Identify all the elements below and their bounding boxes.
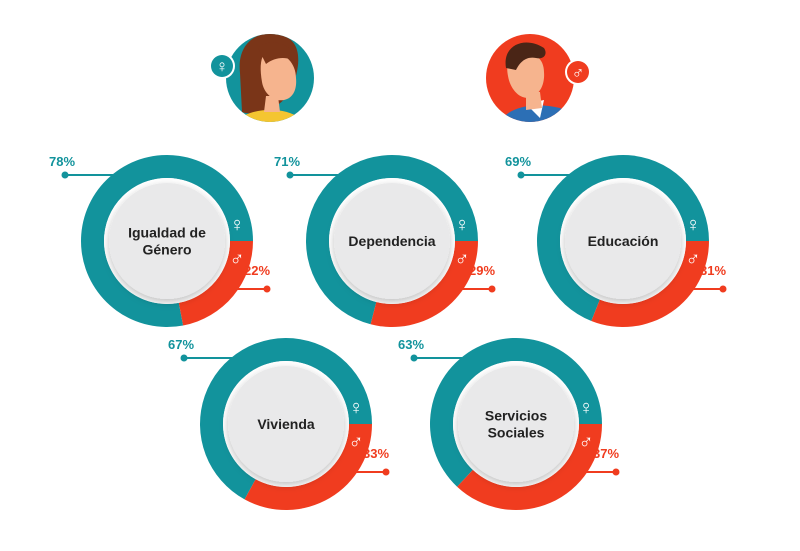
female-leader-dot: [410, 354, 418, 362]
donut-center-label: Dependencia: [348, 233, 435, 249]
mars-symbol-icon: ♂: [686, 248, 701, 270]
donut-center-label: Sociales: [488, 425, 545, 441]
male-segment: [457, 424, 602, 511]
male-leader-dot: [612, 468, 620, 476]
donut-center: [334, 183, 450, 299]
woman-avatar-icon: ♀: [209, 28, 320, 128]
venus-symbol-icon: ♀: [230, 214, 245, 236]
venus-symbol-icon: ♀: [579, 397, 594, 419]
female-leader-dot: [517, 171, 525, 179]
male-segment: [370, 241, 478, 327]
male-leader-dot: [263, 285, 271, 293]
mars-symbol-icon: ♂: [455, 248, 470, 270]
male-segment: [591, 241, 709, 327]
donut-center: [565, 183, 681, 299]
male-leader-dot: [382, 468, 390, 476]
male-percent-label: 37%: [593, 446, 619, 461]
venus-symbol-icon: ♀: [686, 214, 701, 236]
male-segment: [178, 241, 253, 326]
mars-symbol-icon: ♂: [349, 431, 364, 453]
female-percent-label: 63%: [398, 337, 424, 352]
mars-symbol-icon: ♂: [572, 63, 585, 82]
donut-center-label: Género: [142, 242, 191, 258]
donut-chart: Vivienda ♀ ♂ 67% 33%: [168, 337, 390, 510]
female-leader-dot: [61, 171, 69, 179]
mars-symbol-icon: ♂: [230, 248, 245, 270]
male-percent-label: 29%: [469, 263, 495, 278]
male-percent-label: 33%: [363, 446, 389, 461]
donut-center: [228, 366, 344, 482]
female-leader-dot: [180, 354, 188, 362]
female-percent-label: 78%: [49, 154, 75, 169]
mars-symbol-icon: ♂: [579, 431, 594, 453]
donut-center: [458, 366, 574, 482]
female-percent-label: 69%: [505, 154, 531, 169]
male-leader-dot: [488, 285, 496, 293]
female-leader-dot: [286, 171, 294, 179]
donut-center-label: Servicios: [485, 408, 547, 424]
male-percent-label: 31%: [700, 263, 726, 278]
male-segment: [244, 424, 372, 510]
donut-center-label: Educación: [588, 233, 659, 249]
venus-symbol-icon: ♀: [349, 397, 364, 419]
donut-chart: Educación ♀ ♂ 69% 31%: [505, 154, 727, 327]
donut-chart: Dependencia ♀ ♂ 71% 29%: [274, 154, 496, 327]
donut-center-label: Igualdad de: [128, 225, 206, 241]
male-leader-dot: [719, 285, 727, 293]
man-avatar-icon: ♂: [480, 28, 591, 128]
female-percent-label: 71%: [274, 154, 300, 169]
female-segment: [430, 338, 602, 487]
donut-center-label: Vivienda: [257, 416, 315, 432]
male-percent-label: 22%: [244, 263, 270, 278]
female-percent-label: 67%: [168, 337, 194, 352]
venus-symbol-icon: ♀: [455, 214, 470, 236]
donut-center: [109, 183, 225, 299]
venus-symbol-icon: ♀: [216, 57, 229, 76]
